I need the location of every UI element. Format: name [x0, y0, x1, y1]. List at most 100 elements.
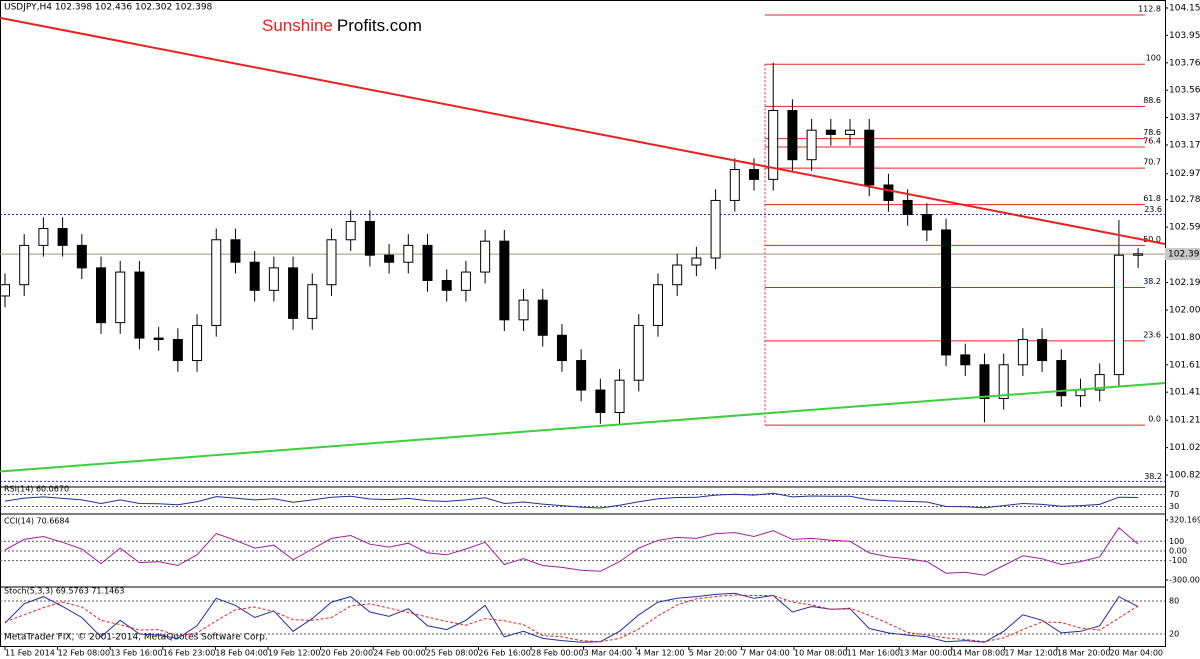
- candle-body: [480, 240, 491, 273]
- x-tick-label: 14 Mar 08:00: [952, 649, 1005, 658]
- x-tick-label: 26 Feb 16:00: [478, 649, 530, 658]
- x-tick-label: 10 Mar 08:00: [794, 649, 847, 658]
- candle-body: [134, 271, 145, 339]
- y-tick-label: 102.970: [1169, 169, 1200, 179]
- candle-body: [1133, 253, 1144, 256]
- y-tick-label: 101.610: [1169, 360, 1200, 370]
- candle-body: [710, 199, 721, 259]
- indicator-title: CCI(14) 70.6684: [4, 517, 70, 526]
- candle-body: [288, 267, 299, 319]
- candle-body: [960, 354, 971, 366]
- brand-part: Profits.com: [337, 16, 422, 35]
- copyright: MetaTrader FIX, © 2001-2014, MetaQuotes …: [4, 633, 268, 643]
- candle-body: [998, 364, 1009, 399]
- candle-body: [576, 360, 587, 391]
- indicator-line: [4, 492, 1139, 509]
- candle-body: [1113, 254, 1124, 376]
- y-tick-label: 104.150: [1169, 4, 1200, 14]
- trendline: [0, 382, 1166, 473]
- y-tick-label: 101.805: [1169, 333, 1200, 343]
- fib-label: 70.7: [1143, 158, 1161, 167]
- indicator-line: [4, 594, 1139, 643]
- fib-label: 78.6: [1143, 128, 1161, 137]
- candle-body: [979, 364, 990, 399]
- current-price-box: [1165, 248, 1200, 261]
- indicator-line: [4, 592, 1139, 643]
- candle-body: [537, 299, 548, 336]
- candle-body: [768, 110, 779, 180]
- x-tick-label: 13 Mar 00:00: [899, 649, 952, 658]
- y-tick-label: 103.565: [1169, 86, 1200, 96]
- y-tick-label: 101.215: [1169, 416, 1200, 426]
- candle-body: [902, 199, 913, 215]
- candle-body: [384, 254, 395, 263]
- candle-body: [57, 228, 68, 246]
- candle-body: [518, 299, 529, 321]
- x-tick-label: 5 Mar 20:00: [689, 649, 737, 658]
- candle-body: [211, 239, 222, 326]
- candle-body: [787, 110, 798, 161]
- y-tick-label: 101.415: [1169, 388, 1200, 398]
- y-tick-label: 103.955: [1169, 31, 1200, 41]
- candle-body: [403, 244, 414, 263]
- x-tick-label: 18 Feb 04:00: [215, 649, 267, 658]
- candle-body: [1094, 374, 1105, 391]
- y-tick-label: 102.000: [1169, 305, 1200, 315]
- candle-body: [345, 221, 356, 241]
- plot-frame: [0, 0, 1166, 647]
- x-tick-label: 19 Feb 12:00: [268, 649, 320, 658]
- candle-body: [825, 129, 836, 135]
- candle-body: [192, 324, 203, 362]
- candle-body: [249, 261, 260, 291]
- candle-body: [1017, 338, 1028, 366]
- blue-level-label: 38.2: [1144, 472, 1162, 481]
- candle-body: [422, 244, 433, 281]
- x-tick-label: 16 Feb 23:00: [163, 649, 215, 658]
- candle-body: [268, 267, 279, 291]
- y-tick-label: 102.785: [1169, 195, 1200, 205]
- y-tick-label: 103.175: [1169, 140, 1200, 150]
- x-tick-label: 20 Mar 04:00: [1110, 649, 1163, 658]
- y-tick-label: 103.760: [1169, 58, 1200, 68]
- candle-body: [499, 240, 510, 321]
- brand-part: Sunshine: [262, 16, 333, 35]
- indicator-title: Stoch(5,3,3) 69.5763 71.1463: [4, 587, 124, 596]
- candle-body: [1056, 360, 1067, 397]
- fib-label: 76.4: [1143, 137, 1161, 146]
- y-tick-label: 103.370: [1169, 113, 1200, 123]
- x-tick-label: 11 Mar 16:00: [847, 649, 900, 658]
- x-tick-label: 11 Feb 2014: [5, 649, 55, 658]
- candle-body: [864, 129, 875, 186]
- fib-label: 23.6: [1143, 330, 1161, 339]
- candle-body: [729, 169, 740, 201]
- candle-body: [672, 264, 683, 286]
- fib-label: 88.6: [1143, 96, 1161, 105]
- fib-label: 61.8: [1143, 194, 1161, 203]
- candle-body: [441, 279, 452, 291]
- x-tick-label: 17 Mar 12:00: [1004, 649, 1057, 658]
- fib-label: 50.0: [1143, 235, 1161, 244]
- candle-body: [883, 184, 894, 201]
- x-tick-label: 4 Mar 12:00: [636, 649, 684, 658]
- x-tick-label: 25 Feb 08:00: [426, 649, 478, 658]
- blue-level-label: 23.6: [1144, 205, 1162, 214]
- candle-body: [1037, 338, 1048, 362]
- x-tick-label: 28 Feb 00:00: [531, 649, 583, 658]
- fib-label: 0.0: [1148, 415, 1161, 424]
- y-tick-label: 102.195: [1169, 278, 1200, 288]
- candle-body: [19, 244, 30, 286]
- candle-body: [652, 284, 663, 326]
- candle-body: [230, 239, 241, 263]
- x-tick-label: 24 Feb 00:00: [373, 649, 425, 658]
- indicator-tick-label: -100: [1169, 556, 1187, 565]
- indicator-tick-label: 100: [1169, 537, 1184, 546]
- fib-label: 38.2: [1143, 277, 1161, 286]
- candle-body: [153, 337, 164, 340]
- candle-body: [941, 229, 952, 356]
- candle-body: [614, 379, 625, 414]
- candle-body: [806, 129, 817, 161]
- indicator-tick-label: 320.1699: [1169, 516, 1200, 525]
- candle-body: [633, 324, 644, 381]
